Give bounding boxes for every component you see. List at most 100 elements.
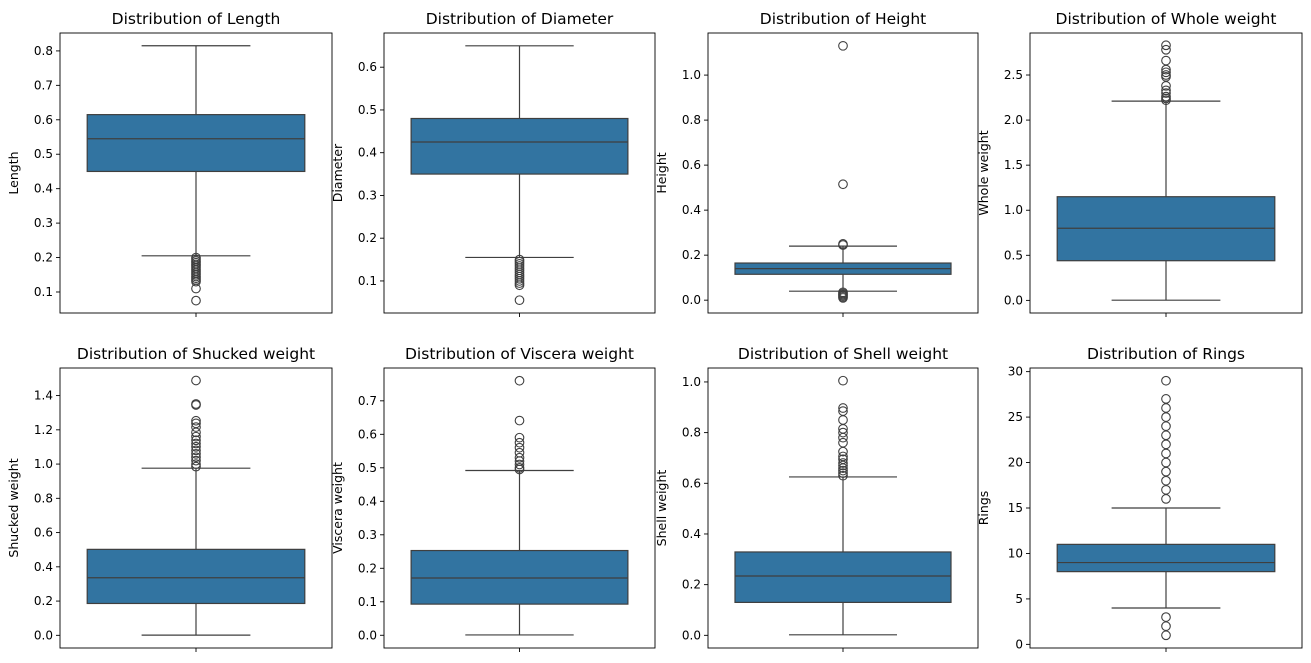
outlier-point [514, 464, 525, 475]
y-tick-label: 0.0 [682, 293, 701, 307]
outlier-point [191, 435, 201, 446]
outlier-point [838, 468, 848, 479]
y-tick-label: 1.0 [682, 375, 701, 389]
outlier-point [514, 452, 525, 463]
outlier-point [514, 295, 525, 306]
y-tick-label: 0.1 [358, 274, 377, 288]
chart-title: Distribution of Rings [1087, 345, 1245, 363]
outlier-point [1161, 621, 1171, 632]
outlier-point [514, 437, 525, 448]
chart-panel: Distribution of Rings Rings 0 5 10 15 20 25 30 [976, 345, 1303, 652]
chart-title: Distribution of Length [112, 10, 281, 28]
y-tick-label: 0.6 [682, 158, 701, 172]
outlier-point [1161, 430, 1171, 441]
y-tick-label: 0.5 [1004, 248, 1023, 262]
iqr-box [86, 114, 306, 173]
chart-title: Distribution of Shell weight [738, 345, 948, 363]
outlier-point [514, 375, 525, 386]
outlier-point [1161, 412, 1171, 422]
outlier-point [191, 455, 201, 466]
outlier-point [838, 446, 848, 457]
iqr-box [86, 548, 306, 605]
chart-panel: Distribution of Whole weight Whole weight… [976, 10, 1303, 317]
y-tick-label: 1.0 [34, 457, 53, 471]
y-tick-label: 0.3 [358, 528, 377, 542]
y-tick-label: 0.0 [1004, 293, 1023, 307]
y-tick-label: 0.3 [358, 188, 377, 202]
outlier-point [1161, 64, 1171, 75]
outlier-point [1161, 88, 1171, 98]
y-tick-label: 0.4 [358, 494, 377, 508]
outlier-point [191, 422, 201, 432]
outlier-point [1161, 612, 1171, 622]
y-tick-label: 0.5 [34, 147, 53, 161]
outlier-point [191, 441, 201, 452]
outlier-point [1161, 40, 1171, 51]
outlier-point [514, 415, 525, 426]
y-tick-label: 0.2 [358, 561, 377, 575]
iqr-box [734, 551, 952, 603]
chart-panel: Distribution of Shucked weight Shucked we… [6, 345, 333, 652]
y-axis-label: Rings [976, 491, 991, 526]
outlier-point [838, 40, 848, 51]
outlier-point [191, 431, 201, 442]
iqr-box [1056, 543, 1276, 573]
outlier-point [1161, 55, 1171, 66]
y-axis-label: Diameter [330, 143, 345, 202]
outlier-point [514, 447, 525, 458]
outlier-point [838, 458, 848, 468]
y-tick-label: 0.0 [358, 628, 377, 642]
y-tick-label: 0.3 [34, 216, 53, 230]
y-tick-label: 0.2 [682, 248, 701, 262]
outlier-point [514, 432, 525, 443]
outlier-point [191, 295, 201, 306]
outlier-point [1161, 439, 1171, 450]
outlier-point [514, 280, 525, 291]
outlier-point [1161, 484, 1171, 495]
y-tick-label: 0.5 [358, 461, 377, 475]
y-tick-label: 0.4 [358, 146, 377, 160]
y-tick-label: 0.7 [358, 394, 377, 408]
outlier-point [838, 179, 848, 190]
y-tick-label: 0.8 [682, 426, 701, 440]
y-tick-label: 20 [1008, 456, 1023, 470]
outlier-point [1161, 494, 1171, 504]
y-tick-label: 0.6 [358, 60, 377, 74]
y-tick-label: 1.2 [34, 423, 53, 437]
y-tick-label: 1.4 [34, 389, 53, 403]
y-tick-label: 15 [1008, 501, 1023, 515]
outlier-point [1161, 80, 1171, 91]
y-tick-label: 0.0 [34, 628, 53, 642]
y-tick-label: 1.0 [682, 68, 701, 82]
chart-title: Distribution of Diameter [426, 10, 614, 28]
outlier-point [1161, 630, 1171, 641]
chart-title: Distribution of Shucked weight [77, 345, 315, 363]
outlier-point [191, 375, 201, 386]
outlier-point [1161, 421, 1171, 432]
y-tick-label: 0.8 [34, 44, 53, 58]
outlier-point [191, 415, 201, 426]
outlier-point [1161, 67, 1171, 78]
y-tick-label: 0.2 [682, 578, 701, 592]
y-tick-label: 0.8 [682, 113, 701, 127]
y-tick-label: 0.8 [34, 491, 53, 505]
outlier-point [191, 459, 201, 469]
outlier-point [191, 276, 201, 287]
outlier-point [1161, 375, 1171, 386]
y-tick-label: 0.4 [682, 203, 701, 217]
outlier-point [1161, 466, 1171, 477]
y-tick-label: 0.4 [682, 527, 701, 541]
chart-title: Distribution of Whole weight [1056, 10, 1277, 28]
outlier-point [1161, 457, 1171, 468]
y-tick-label: 1.5 [1004, 158, 1023, 172]
chart-panel: Distribution of Viscera weight Viscera we… [330, 345, 656, 652]
y-tick-label: 0.2 [34, 251, 53, 265]
outlier-point [1161, 95, 1171, 106]
outlier-point [191, 283, 201, 294]
y-axis-label: Length [6, 151, 21, 194]
outlier-point [191, 427, 201, 438]
y-tick-label: 0.5 [358, 103, 377, 117]
y-tick-label: 0 [1015, 637, 1023, 651]
y-tick-label: 10 [1008, 546, 1023, 560]
outlier-point [1161, 394, 1171, 404]
